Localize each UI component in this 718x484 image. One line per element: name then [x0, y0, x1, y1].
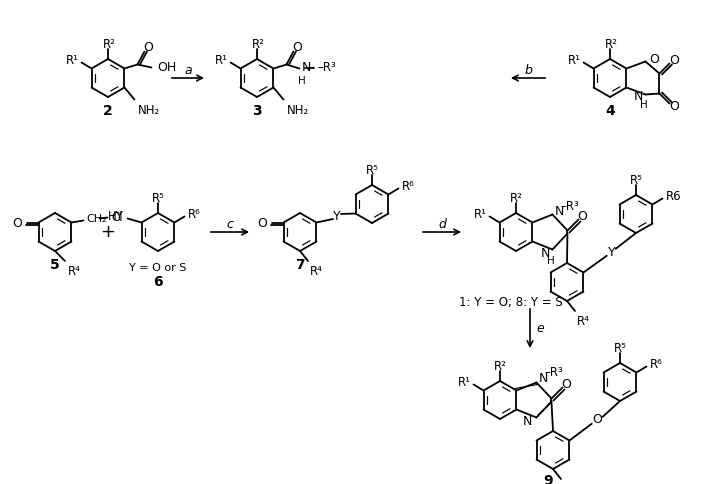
- Text: R²: R²: [103, 39, 116, 51]
- Text: a: a: [185, 64, 192, 77]
- Text: O: O: [258, 217, 268, 230]
- Text: 5: 5: [50, 258, 60, 272]
- Text: H: H: [297, 76, 305, 86]
- Text: e: e: [536, 322, 544, 335]
- Text: R²: R²: [605, 39, 617, 51]
- Text: R⁶: R⁶: [187, 208, 200, 221]
- Text: c: c: [227, 218, 233, 231]
- Text: Y: Y: [608, 246, 615, 259]
- Text: R¹: R¹: [567, 54, 581, 67]
- Text: R⁵: R⁵: [630, 175, 643, 187]
- Text: NH₂: NH₂: [137, 105, 159, 118]
- Text: O: O: [292, 41, 302, 54]
- Text: R6: R6: [666, 190, 681, 203]
- Text: R¹: R¹: [457, 376, 470, 389]
- Text: R¹: R¹: [65, 54, 78, 67]
- Text: Y: Y: [333, 210, 341, 223]
- Text: O: O: [561, 378, 572, 391]
- Text: N: N: [541, 247, 551, 260]
- Text: N: N: [302, 61, 311, 74]
- Text: 1: Y = O; 8: Y = S: 1: Y = O; 8: Y = S: [459, 296, 563, 309]
- Text: R⁴: R⁴: [577, 315, 590, 328]
- Text: d: d: [438, 218, 446, 231]
- Text: R⁶: R⁶: [401, 180, 414, 193]
- Text: R¹: R¹: [215, 54, 228, 67]
- Text: N: N: [634, 90, 643, 103]
- Text: NH₂: NH₂: [286, 105, 309, 118]
- Text: +: +: [101, 223, 116, 241]
- Text: N: N: [538, 372, 548, 385]
- Text: HY: HY: [108, 210, 123, 223]
- Text: 7: 7: [295, 258, 305, 272]
- Text: –R³: –R³: [317, 61, 336, 74]
- Text: R⁴: R⁴: [563, 483, 576, 484]
- Text: –R³: –R³: [561, 200, 579, 213]
- Text: R⁵: R⁵: [614, 343, 626, 356]
- Text: R⁶: R⁶: [650, 358, 662, 371]
- Text: O: O: [592, 413, 602, 426]
- Text: OH: OH: [157, 61, 177, 74]
- Text: R⁴: R⁴: [68, 265, 81, 278]
- Text: O: O: [577, 210, 587, 223]
- Text: R⁵: R⁵: [365, 165, 378, 178]
- Text: O: O: [144, 41, 154, 54]
- Text: 6: 6: [153, 275, 163, 289]
- Text: O: O: [669, 100, 679, 113]
- Text: R²: R²: [493, 361, 506, 374]
- Text: 9: 9: [544, 474, 553, 484]
- Text: O: O: [13, 217, 22, 230]
- Text: R⁴: R⁴: [310, 265, 323, 278]
- Text: CH₂: CH₂: [86, 214, 107, 225]
- Text: 4: 4: [605, 104, 615, 118]
- Text: R²: R²: [510, 193, 523, 206]
- Text: H: H: [640, 100, 648, 109]
- Text: 2: 2: [103, 104, 113, 118]
- Text: R⁵: R⁵: [151, 193, 164, 206]
- Text: O: O: [669, 54, 679, 67]
- Text: b: b: [524, 64, 532, 77]
- Text: Y = O or S: Y = O or S: [129, 263, 187, 273]
- Text: N: N: [554, 205, 564, 218]
- Text: –R³: –R³: [544, 366, 563, 379]
- Text: 3: 3: [252, 104, 262, 118]
- Text: R²: R²: [251, 39, 264, 51]
- Text: R¹: R¹: [474, 208, 487, 221]
- Text: Cl: Cl: [111, 211, 123, 224]
- Text: N: N: [523, 415, 533, 428]
- Text: O: O: [650, 53, 659, 66]
- Text: H: H: [546, 257, 554, 267]
